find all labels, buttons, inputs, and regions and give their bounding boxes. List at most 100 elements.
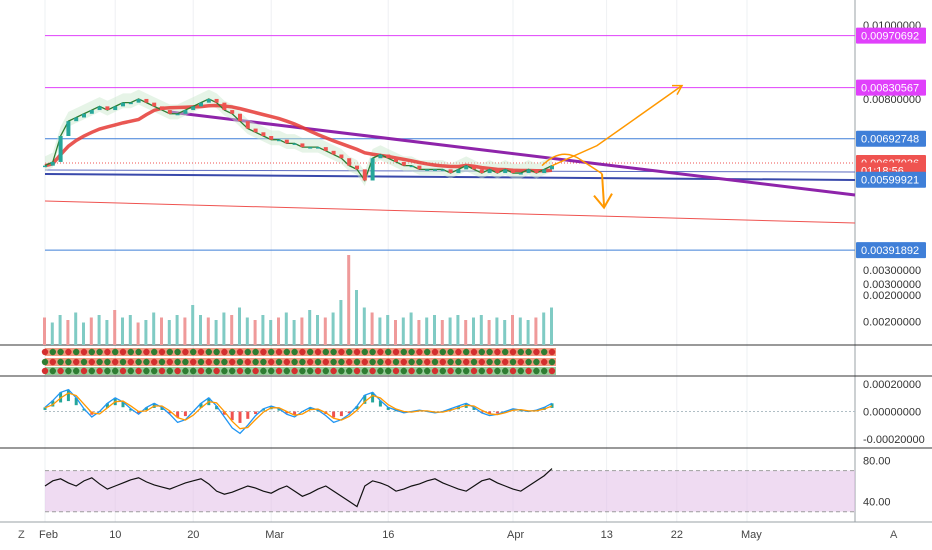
volume-bar xyxy=(160,317,163,345)
signal-dot xyxy=(494,367,501,375)
macd-histogram-bar xyxy=(355,406,359,410)
candle xyxy=(89,110,94,114)
candle xyxy=(144,98,149,103)
macd-histogram-bar xyxy=(363,395,367,404)
signal-dot xyxy=(41,367,49,375)
volume-bar xyxy=(331,312,335,345)
signal-dot xyxy=(416,348,423,356)
signal-dot xyxy=(80,348,88,356)
volume-bar xyxy=(503,320,507,345)
candle xyxy=(448,169,453,174)
signal-dot xyxy=(158,348,166,356)
price-tag-label: 0.00692748 xyxy=(861,134,919,146)
signal-dot xyxy=(127,348,134,356)
signal-dot xyxy=(502,367,509,375)
signal-dot xyxy=(190,367,197,375)
signal-dot xyxy=(408,367,415,375)
auto-scale-button[interactable]: A xyxy=(890,529,898,541)
volume-bar xyxy=(136,322,140,345)
candle xyxy=(292,143,297,145)
macd-histogram-bar xyxy=(488,411,492,415)
candle xyxy=(152,102,157,107)
rsi-axis-tick: 40.00 xyxy=(863,496,891,508)
volume-bar xyxy=(238,307,241,345)
candle xyxy=(199,102,203,107)
price-series xyxy=(43,98,554,182)
signal-dot xyxy=(65,367,72,375)
price-axis-tick: 0.00200000 xyxy=(863,316,921,328)
signal-dot xyxy=(244,358,251,366)
time-axis-label: 10 xyxy=(109,529,121,541)
signal-dot xyxy=(470,358,478,366)
macd-histogram-bar xyxy=(183,411,187,417)
signal-dot xyxy=(252,367,259,375)
signal-dot xyxy=(517,367,524,375)
candle xyxy=(74,117,79,122)
signal-dot xyxy=(236,348,244,356)
macd-histogram-bar xyxy=(222,411,226,415)
candle xyxy=(66,121,71,136)
candle xyxy=(386,154,391,159)
signal-dot xyxy=(369,367,376,375)
signal-dot xyxy=(385,358,392,366)
macd-histogram-bar xyxy=(261,408,265,411)
volume-bar xyxy=(316,315,319,345)
signal-dot xyxy=(431,348,439,356)
candle xyxy=(433,169,437,171)
volume-bar xyxy=(362,307,366,345)
macd-histogram-bar xyxy=(285,411,289,414)
signal-dot xyxy=(252,358,259,366)
volume-bar xyxy=(183,317,187,345)
rsi-panel xyxy=(44,468,855,513)
macd-histogram-bar xyxy=(51,400,55,407)
signal-dot xyxy=(447,367,454,375)
volume-bar xyxy=(440,320,444,345)
candle xyxy=(323,147,328,151)
signal-dot xyxy=(299,348,306,356)
rsi-band xyxy=(45,470,855,512)
signal-dot xyxy=(408,358,415,366)
macd-axis-tick: 0.00020000 xyxy=(863,379,921,391)
signal-dot xyxy=(119,348,127,356)
timezone-button[interactable]: Z xyxy=(18,529,25,541)
signal-dot xyxy=(268,367,275,375)
candle xyxy=(511,169,515,174)
macd-histogram-bar xyxy=(347,411,351,414)
candle xyxy=(308,147,313,149)
candle xyxy=(261,132,266,136)
signal-dot xyxy=(408,348,415,356)
macd-histogram-bar xyxy=(277,408,281,411)
macd-histogram-bar xyxy=(144,407,148,410)
macd-histogram-bar xyxy=(308,407,312,410)
signal-dot xyxy=(197,358,205,366)
signal-dot xyxy=(283,358,290,366)
candle xyxy=(503,169,508,174)
signal-dot-matrix xyxy=(41,348,556,375)
price-axis[interactable]: 0.010000000.008000000.003000000.00200000… xyxy=(863,20,925,509)
signal-dot xyxy=(213,358,220,366)
candle xyxy=(245,121,250,129)
signal-dot xyxy=(221,367,228,375)
signal-dot xyxy=(96,367,103,375)
time-axis[interactable]: Feb 10 20 Mar 16 Apr 13 22 May xyxy=(39,529,762,541)
signal-dot xyxy=(96,348,103,356)
projection-arrows xyxy=(541,84,684,210)
signal-dot xyxy=(190,348,197,356)
candle xyxy=(97,106,102,111)
signal-dot xyxy=(41,348,49,356)
volume-axis-tick: 0.00200000 xyxy=(863,290,921,302)
signal-dot xyxy=(431,367,439,375)
signal-dot xyxy=(197,348,205,356)
signal-dot xyxy=(307,358,314,366)
signal-dot xyxy=(65,358,72,366)
candle xyxy=(409,165,414,168)
signal-dot xyxy=(439,367,446,375)
volume-bar xyxy=(175,315,179,345)
volume-bar xyxy=(308,310,312,345)
signal-dot xyxy=(509,358,517,366)
candle xyxy=(214,98,219,103)
signal-dot xyxy=(41,358,49,366)
volume-bar xyxy=(82,322,85,345)
macd-histogram-bar xyxy=(230,411,234,421)
